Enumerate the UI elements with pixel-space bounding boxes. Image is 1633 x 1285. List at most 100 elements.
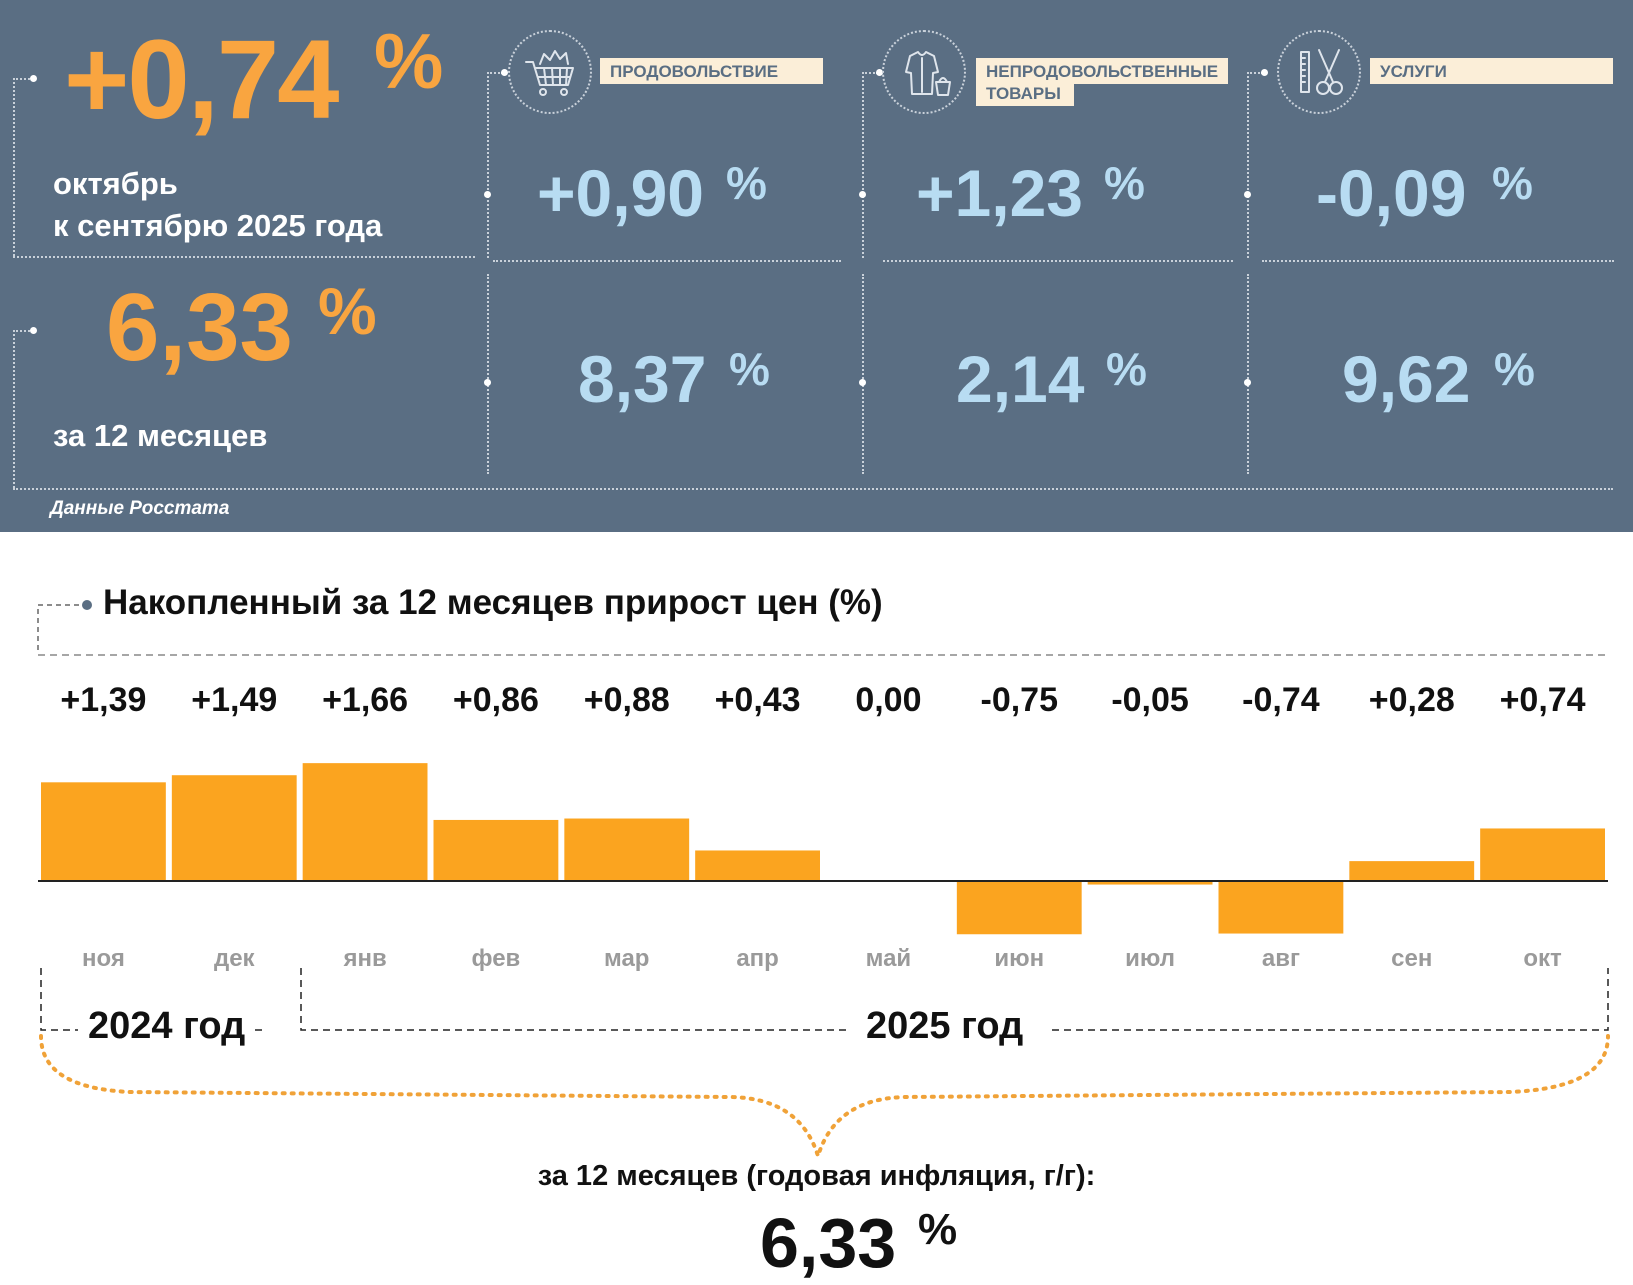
frame-line: [13, 256, 475, 258]
month-tick-label: фев: [472, 945, 521, 972]
frame-line: [862, 274, 864, 474]
frame-line: [13, 488, 1613, 490]
frame-line: [13, 330, 33, 332]
month-tick-label: ноя: [82, 945, 125, 972]
category-food-annual: 8,37: [578, 342, 707, 416]
frame-node: [30, 327, 37, 334]
frame-node: [30, 75, 37, 82]
month-tick-label: июл: [1125, 945, 1175, 972]
month-tick-label: сен: [1391, 945, 1432, 972]
frame-line: [487, 274, 489, 474]
monthly-inflation-unit: %: [374, 17, 444, 105]
bar-авг: [1218, 881, 1344, 934]
month-tick-label: мар: [604, 945, 649, 972]
summary-panel: +0,74 % октябрь к сентябрю 2025 года 6,3…: [0, 0, 1633, 532]
annual-inflation-caption: за 12 месяцев (годовая инфляция, г/г):: [537, 1160, 1096, 1192]
bar-ноя: [41, 782, 166, 881]
month-tick-label: авг: [1262, 945, 1300, 972]
annual-inflation-unit: %: [318, 274, 377, 348]
data-label: +1,39: [60, 681, 146, 719]
category-food-monthly-unit: %: [726, 157, 767, 209]
annual-inflation-total: 6,33: [760, 1204, 897, 1282]
category-services-monthly: -0,09: [1316, 156, 1467, 230]
frame-node: [1244, 379, 1251, 386]
frame-line: [862, 72, 864, 258]
chart-labels: +1,39 ноя +1,49 дек +1,66 янв +0,86 фев +0,88 мар…: [60, 681, 1585, 972]
frame-line: [13, 330, 15, 488]
category-services-label: УСЛУГИ: [1370, 58, 1613, 84]
frame-line: [13, 78, 15, 256]
category-services-monthly-unit: %: [1492, 157, 1533, 209]
category-food-annual-unit: %: [729, 343, 770, 395]
frame-node: [484, 191, 491, 198]
source-note: Данные Росстата: [50, 498, 230, 519]
data-label: -0,74: [1242, 681, 1320, 719]
monthly-inflation-value: +0,74: [64, 17, 339, 142]
category-nonfood-annual: 2,14: [956, 342, 1085, 416]
data-label: +0,88: [584, 681, 670, 719]
frame-line: [13, 78, 33, 80]
frame-node: [859, 379, 866, 386]
monthly-period-line1: октябрь: [53, 166, 178, 201]
frame-node: [876, 69, 883, 76]
year-label-2024: 2024 год: [78, 1007, 256, 1045]
bar-дек: [171, 775, 297, 881]
bar-фев: [433, 819, 559, 881]
frame-line: [493, 260, 841, 262]
scissors-comb-icon: [1277, 30, 1361, 114]
frame-line: [883, 260, 1233, 262]
category-services-annual: 9,62: [1342, 342, 1471, 416]
month-tick-label: окт: [1523, 945, 1562, 972]
clothing-bag-icon: [882, 30, 966, 114]
category-food-label: ПРОДОВОЛЬСТВИЕ: [600, 58, 823, 84]
frame-line: [1247, 72, 1249, 258]
bar-мар: [564, 818, 690, 881]
bar-июл: [1087, 881, 1213, 885]
chart-bars: [41, 763, 1605, 935]
frame-line: [487, 72, 503, 74]
data-label: 0,00: [855, 681, 921, 719]
chart-decor: [37, 600, 1610, 1163]
bar-июн: [956, 881, 1082, 935]
frame-node: [859, 191, 866, 198]
frame-node: [484, 379, 491, 386]
month-tick-label: май: [866, 945, 912, 972]
frame-line: [1262, 260, 1614, 262]
shopping-cart-icon: [508, 30, 592, 114]
frame-line: [487, 72, 489, 258]
month-tick-label: июн: [994, 945, 1044, 972]
frame-node: [501, 69, 508, 76]
category-services-annual-unit: %: [1494, 343, 1535, 395]
data-label: +1,66: [322, 681, 408, 719]
data-label: +0,86: [453, 681, 539, 719]
frame-node: [1261, 69, 1268, 76]
year-label-2025: 2025 год: [856, 1007, 1034, 1045]
category-food-monthly: +0,90: [537, 156, 704, 230]
data-label: +0,28: [1369, 681, 1455, 719]
frame-node: [1244, 191, 1251, 198]
frame-line: [862, 72, 878, 74]
bar-янв: [302, 763, 428, 881]
data-label: +1,49: [191, 681, 277, 719]
data-label: +0,74: [1500, 681, 1586, 719]
category-nonfood-annual-unit: %: [1106, 343, 1147, 395]
data-label: -0,75: [981, 681, 1059, 719]
annual-inflation-value: 6,33: [106, 274, 293, 381]
bar-апр: [695, 850, 820, 881]
category-nonfood-monthly: +1,23: [916, 156, 1083, 230]
annual-period-caption: за 12 месяцев: [53, 418, 268, 453]
bar-сен: [1349, 861, 1475, 881]
data-label: -0,05: [1111, 681, 1189, 719]
chart-title: Накопленный за 12 месяцев прирост цен (%…: [103, 583, 883, 622]
month-tick-label: дек: [214, 945, 256, 972]
month-tick-label: янв: [342, 945, 386, 972]
category-nonfood-label-line1: НЕПРОДОВОЛЬСТВЕННЫЕ: [976, 58, 1228, 84]
frame-line: [1247, 72, 1263, 74]
frame-line: [1247, 274, 1249, 474]
bar-окт: [1480, 828, 1605, 881]
annual-inflation-total-unit: %: [918, 1205, 958, 1254]
month-tick-label: апр: [736, 945, 779, 972]
category-nonfood-monthly-unit: %: [1104, 157, 1145, 209]
data-label: +0,43: [715, 681, 801, 719]
